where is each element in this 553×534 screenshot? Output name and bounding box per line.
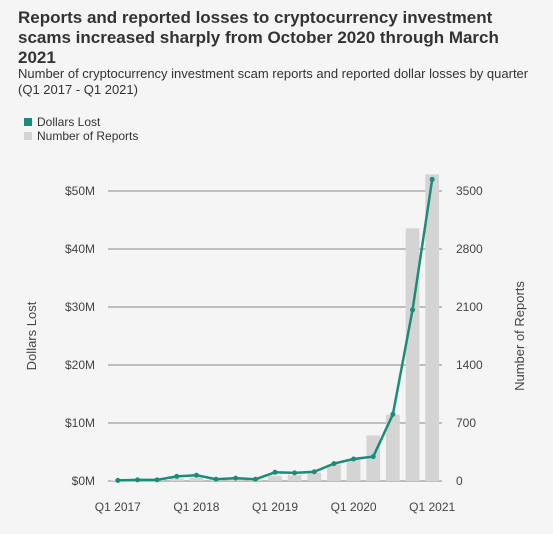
y-axis-label-right: Number of Reports [512, 281, 527, 391]
legend: Dollars Lost Number of Reports [24, 115, 138, 143]
legend-swatch-line [24, 118, 32, 126]
bar-reports [425, 174, 440, 481]
y-tick-right: 3500 [456, 184, 483, 198]
bar-reports [169, 478, 184, 481]
x-tick-label: Q1 2019 [252, 500, 298, 514]
line-dollars-lost [117, 179, 434, 482]
chart-subtitle: Number of cryptocurrency investment scam… [18, 66, 529, 97]
y-tick-right: 2100 [456, 300, 483, 314]
bar-reports [327, 464, 341, 481]
point-dollars-lost [429, 176, 435, 182]
y-tick-right: 0 [456, 474, 463, 488]
y-tick-right: 1400 [456, 358, 483, 372]
point-dollars-lost [213, 476, 219, 482]
point-dollars-lost [272, 469, 278, 475]
point-dollars-lost [311, 469, 317, 475]
point-dollars-lost [351, 456, 357, 462]
bar-reports [405, 228, 420, 481]
x-tick-label: Q1 2020 [331, 500, 377, 514]
x-tick-label: Q1 2021 [409, 500, 455, 514]
bar-reports [287, 475, 302, 481]
bar-reports [307, 472, 322, 481]
point-dollars-lost [115, 477, 121, 483]
point-dollars-lost [233, 475, 239, 481]
y-tick-right: 2800 [456, 242, 483, 256]
point-dollars-lost [370, 454, 376, 460]
point-dollars-lost [292, 470, 298, 476]
point-dollars-lost [252, 476, 258, 482]
point-dollars-lost [154, 477, 160, 483]
y-tick-left: $50M [65, 184, 95, 198]
point-dollars-lost [174, 473, 180, 479]
legend-label-dollars: Dollars Lost [37, 115, 101, 129]
y-tick-left: $10M [65, 416, 95, 430]
bar-reports [268, 476, 282, 481]
y-tick-left: $0M [72, 474, 95, 488]
bar-reports [189, 477, 204, 481]
point-dollars-lost [134, 477, 140, 483]
bar-reports [386, 414, 400, 481]
legend-label-reports: Number of Reports [37, 129, 139, 143]
point-dollars-lost [331, 461, 337, 467]
chart-title: Reports and reported losses to cryptocur… [18, 8, 499, 67]
y-tick-left: $30M [65, 300, 95, 314]
x-tick-label: Q1 2017 [95, 500, 141, 514]
y-tick-left: $20M [65, 358, 95, 372]
point-dollars-lost [193, 472, 199, 478]
legend-item-dollars: Dollars Lost [24, 115, 138, 129]
legend-swatch-bar [24, 132, 32, 140]
x-tick-label: Q1 2018 [173, 500, 219, 514]
y-tick-left: $40M [65, 242, 95, 256]
bar-reports [346, 458, 361, 481]
y-tick-right: 700 [456, 416, 476, 430]
legend-item-reports: Number of Reports [24, 129, 138, 143]
point-dollars-lost [410, 307, 416, 313]
y-axis-label-left: Dollars Lost [24, 301, 39, 370]
point-dollars-lost [390, 411, 396, 417]
